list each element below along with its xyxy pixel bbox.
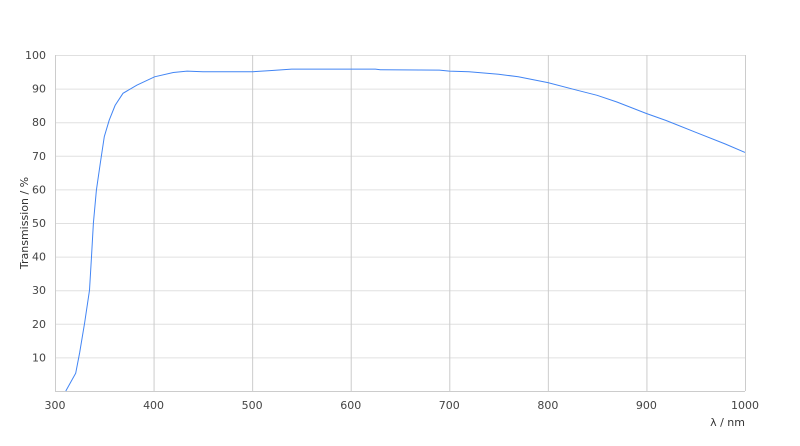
y-tick-label: 80 — [32, 116, 46, 129]
x-tick-label: 800 — [537, 399, 558, 412]
x-tick-label: 400 — [143, 399, 164, 412]
x-axis-label: λ / nm — [710, 416, 745, 429]
y-tick-label: 100 — [25, 49, 46, 62]
y-tick-label: 70 — [32, 150, 46, 163]
y-axis-label: Transmission / % — [18, 177, 31, 270]
x-tick-label: 500 — [242, 399, 263, 412]
y-tick-label: 10 — [32, 351, 46, 364]
y-tick-label: 60 — [32, 183, 46, 196]
y-tick-label: 30 — [32, 284, 46, 297]
series-line — [65, 68, 746, 392]
x-tick-label: 700 — [439, 399, 460, 412]
y-tick-label: 90 — [32, 83, 46, 96]
y-tick-label: 40 — [32, 251, 46, 264]
tick-labels: 10 20 30 40 50 60 70 80 90 100 300 400 500 600 700 800 9… — [25, 49, 759, 412]
x-tick-label: 900 — [636, 399, 657, 412]
grid — [55, 55, 746, 392]
y-tick-label: 50 — [32, 217, 46, 230]
y-tick-label: 20 — [32, 318, 46, 331]
x-tick-label: 600 — [340, 399, 361, 412]
x-tick-label: 1000 — [731, 399, 759, 412]
x-tick-label: 300 — [45, 399, 66, 412]
